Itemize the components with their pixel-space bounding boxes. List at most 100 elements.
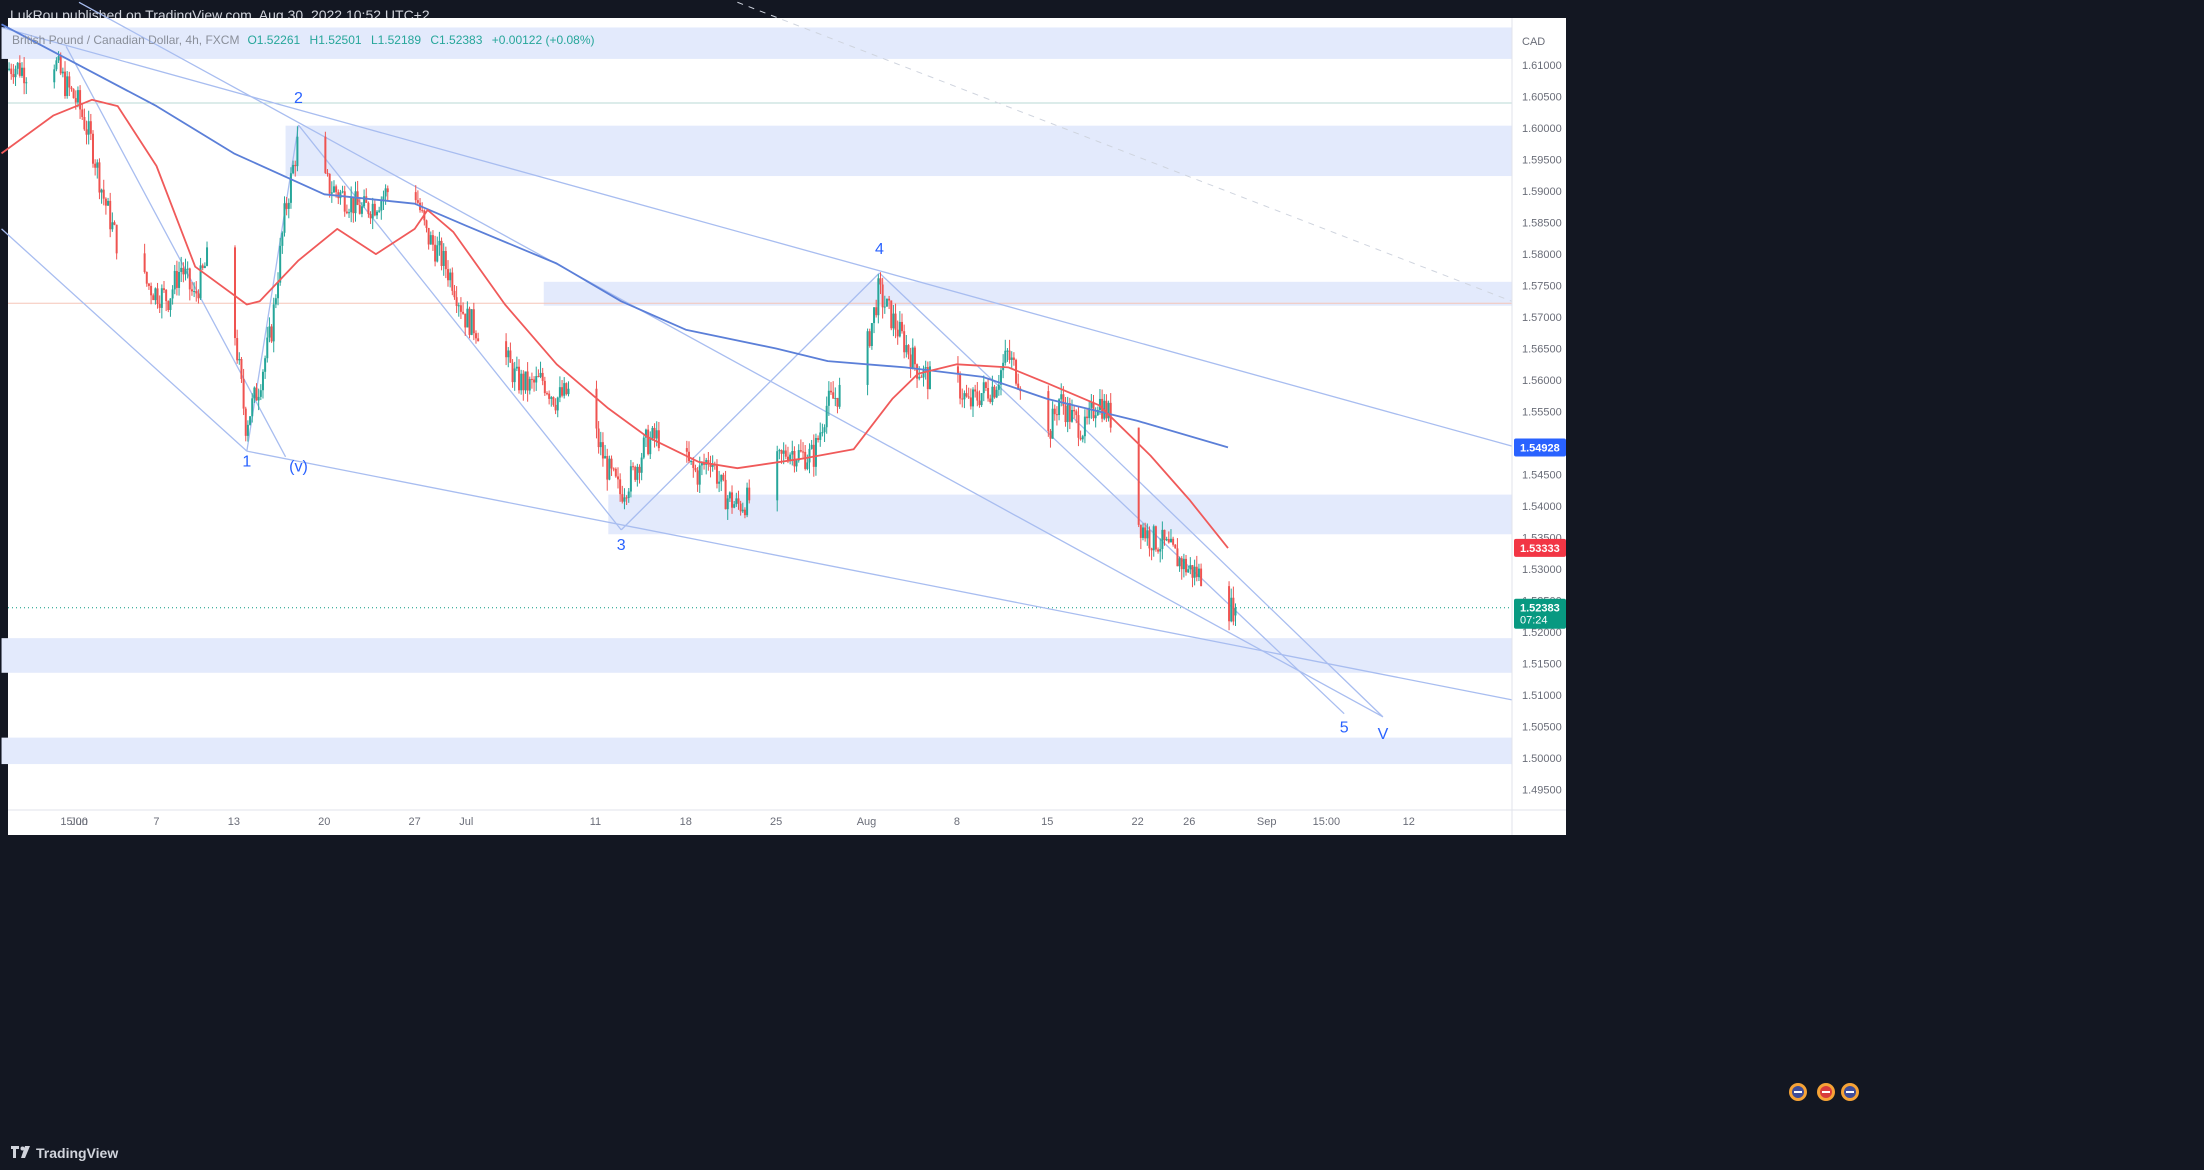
candle-124 bbox=[378, 206, 381, 213]
candle-body bbox=[87, 121, 90, 135]
candle-357 bbox=[1086, 409, 1089, 425]
candle-body bbox=[199, 265, 202, 299]
candle-body bbox=[612, 468, 615, 470]
candle-154 bbox=[468, 306, 471, 339]
candle-314 bbox=[967, 387, 970, 400]
trendline-9 bbox=[1072, 417, 1384, 718]
candle-body bbox=[810, 444, 813, 449]
candle-body bbox=[959, 374, 962, 399]
candle-181 bbox=[552, 396, 555, 407]
candle-body bbox=[287, 202, 290, 209]
candle-body bbox=[113, 222, 116, 225]
candle-1 bbox=[10, 63, 13, 80]
candle-207 bbox=[634, 465, 637, 482]
candle-body bbox=[236, 338, 239, 361]
candle-body bbox=[414, 192, 417, 201]
candle-body bbox=[1068, 403, 1071, 422]
candle-body bbox=[1012, 357, 1015, 360]
candle-body bbox=[746, 487, 749, 516]
y-tick-9: 1.56500 bbox=[1522, 344, 1562, 356]
x-tick-14: 26 bbox=[1183, 816, 1195, 828]
candle-body bbox=[561, 387, 564, 396]
candle-body bbox=[739, 503, 742, 512]
candle-157 bbox=[474, 330, 477, 344]
candle-body bbox=[778, 450, 781, 452]
candle-390 bbox=[1182, 553, 1185, 578]
candle-body bbox=[292, 164, 295, 174]
price-badge-bg bbox=[1514, 598, 1566, 629]
candle-103 bbox=[332, 180, 335, 193]
candle-140 bbox=[438, 231, 441, 256]
candle-body bbox=[627, 491, 630, 498]
candle-body bbox=[748, 487, 751, 501]
footer-brand: TradingView bbox=[36, 1145, 119, 1161]
candle-body bbox=[537, 376, 540, 378]
candle-body bbox=[522, 373, 525, 391]
candle-body bbox=[464, 313, 467, 328]
candle-34 bbox=[107, 197, 110, 206]
candle-47 bbox=[160, 284, 163, 319]
candle-body bbox=[1148, 530, 1151, 549]
zone-3 bbox=[608, 494, 1512, 535]
candle-15 bbox=[66, 71, 69, 99]
candle-179 bbox=[548, 390, 551, 405]
candle-139 bbox=[436, 236, 439, 263]
legend-h-label: H bbox=[310, 33, 319, 47]
candle-243 bbox=[737, 490, 740, 510]
candle-body bbox=[619, 479, 622, 495]
candle-body bbox=[1066, 403, 1069, 423]
candle-337 bbox=[1017, 373, 1020, 390]
candle-328 bbox=[997, 375, 1000, 396]
candle-245 bbox=[741, 502, 744, 513]
candle-body bbox=[1180, 558, 1183, 570]
candle-167 bbox=[522, 370, 525, 401]
candle-body bbox=[74, 98, 77, 103]
candle-58 bbox=[184, 258, 187, 281]
candle-body bbox=[554, 404, 557, 411]
candle-94 bbox=[287, 198, 290, 219]
candle-body bbox=[1137, 427, 1140, 525]
candle-body bbox=[511, 362, 514, 383]
candle-body bbox=[453, 290, 456, 298]
candle-112 bbox=[352, 197, 355, 223]
candle-70 bbox=[236, 329, 239, 364]
y-tick-14: 1.54000 bbox=[1522, 501, 1562, 513]
candle-body bbox=[281, 232, 284, 246]
candle-241 bbox=[733, 501, 736, 509]
candle-22 bbox=[81, 104, 84, 120]
candle-body bbox=[111, 222, 114, 230]
candle-223 bbox=[694, 464, 697, 473]
candle-238 bbox=[726, 495, 729, 520]
candle-body bbox=[25, 82, 28, 84]
supply-demand-zones bbox=[1, 27, 1513, 765]
x-tick-4: 20 bbox=[318, 816, 330, 828]
candle-body bbox=[832, 392, 835, 399]
candle-274 bbox=[830, 382, 833, 395]
candle-40 bbox=[145, 271, 148, 287]
candle-378 bbox=[1157, 547, 1160, 554]
candle-body bbox=[711, 464, 714, 467]
candle-333 bbox=[1008, 339, 1011, 364]
candle-body bbox=[367, 202, 370, 215]
y-tick-22: 1.50000 bbox=[1522, 753, 1562, 765]
candle-body bbox=[272, 304, 275, 342]
wave-label-2: (v) bbox=[289, 458, 308, 475]
candle-255 bbox=[789, 452, 792, 465]
legend-l-label: L bbox=[371, 33, 378, 47]
candle-body bbox=[1176, 548, 1179, 567]
candle-body bbox=[997, 384, 1000, 390]
candle-body bbox=[657, 430, 660, 449]
candle-body bbox=[259, 390, 262, 397]
candle-body bbox=[1053, 408, 1056, 415]
candle-body bbox=[629, 466, 632, 492]
candle-body bbox=[616, 476, 619, 480]
candle-body bbox=[913, 347, 916, 365]
candle-83 bbox=[264, 355, 267, 379]
candle-138 bbox=[434, 235, 437, 267]
candle-body bbox=[363, 196, 366, 207]
candle-85 bbox=[268, 317, 271, 343]
candle-body bbox=[474, 333, 477, 339]
candle-body bbox=[173, 270, 176, 290]
candle-89 bbox=[277, 272, 280, 306]
